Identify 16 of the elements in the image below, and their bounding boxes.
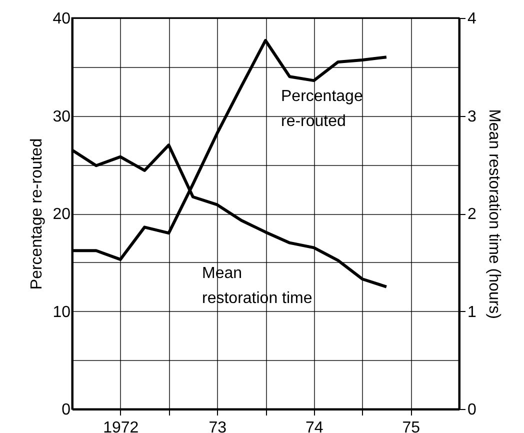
y-axis-title: Percentage re-routed bbox=[28, 138, 46, 290]
y2-tick-label: 4 bbox=[468, 10, 476, 28]
y2-tick-label: 3 bbox=[468, 108, 476, 126]
x-tick-label: 1972 bbox=[103, 420, 139, 433]
y2-tick-label: 0 bbox=[468, 402, 476, 418]
y-tick-label: 10 bbox=[52, 304, 71, 321]
x-tick-label: 74 bbox=[305, 420, 324, 433]
y-tick-label: 40 bbox=[52, 10, 71, 28]
y2-tick-label: 1 bbox=[468, 304, 476, 321]
y-tick-label: 20 bbox=[52, 206, 71, 223]
y2-axis-title: Mean restoration time (hours) bbox=[485, 109, 502, 319]
x-tick-label: 75 bbox=[402, 420, 420, 433]
y-tick-label: 0 bbox=[62, 402, 71, 418]
x-tick-label: 73 bbox=[208, 420, 227, 433]
y2-tick-label: 2 bbox=[468, 206, 476, 223]
y-tick-label: 30 bbox=[52, 108, 71, 126]
